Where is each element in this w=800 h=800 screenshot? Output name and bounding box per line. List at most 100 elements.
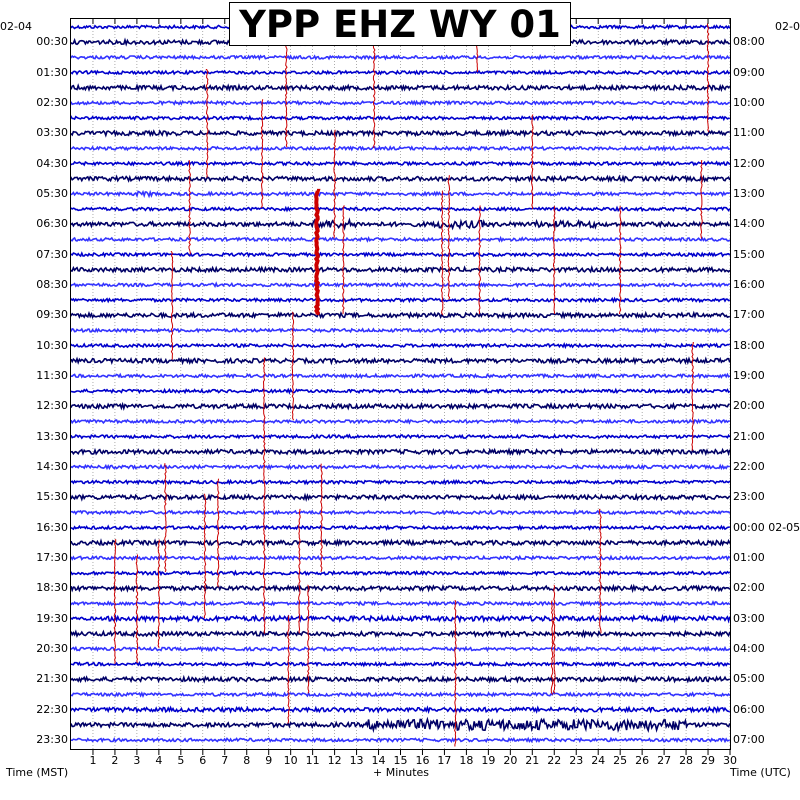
right-time-label: 19:00 (733, 368, 765, 382)
x-tick-label: 12 (327, 754, 342, 767)
trace-row-23 (70, 372, 731, 380)
trace-row-47 (70, 736, 730, 744)
x-tick-label: 16 (415, 754, 430, 767)
event-mark-24 (298, 508, 301, 634)
event-mark-13 (447, 175, 451, 300)
right-time-label: 18:00 (733, 338, 765, 352)
right-time-label: 23:00 (733, 490, 765, 504)
right-time-label: 00:00 02-05 (733, 520, 800, 534)
right-time-label: 14:00 (733, 217, 765, 231)
event-mark-11 (342, 205, 345, 315)
event-mark-5 (260, 99, 264, 208)
x-axis-label: + Minutes (373, 766, 430, 779)
event-mark-21 (164, 463, 167, 573)
trace-row-29 (70, 463, 730, 471)
left-time-label: 07:30 (36, 247, 68, 261)
x-tick-label: 19 (481, 754, 496, 767)
trace-row-5 (70, 99, 731, 107)
trace-row-2 (70, 54, 731, 61)
x-tick-label: 6 (199, 754, 207, 767)
trace-row-18 (70, 296, 731, 304)
left-time-label: 06:30 (36, 217, 68, 231)
event-mark-25 (320, 463, 323, 573)
left-time-label: 14:30 (36, 459, 68, 473)
right-time-label: 07:00 (733, 732, 765, 746)
right-time-label: 03:00 (733, 611, 765, 625)
left-time-label: 10:30 (36, 338, 68, 352)
trace-row-33 (70, 524, 730, 532)
event-mark-22 (203, 493, 207, 619)
right-time-label: 13:00 (733, 186, 765, 200)
event-mark-23 (216, 478, 220, 588)
trace-row-34 (70, 538, 731, 548)
left-time-label: 23:30 (36, 732, 68, 746)
right-time-label: 04:00 (733, 641, 765, 655)
left-axis-label: Time (MST) (6, 766, 69, 779)
event-mark-6 (333, 129, 336, 239)
x-tick-label: 23 (569, 754, 584, 767)
left-time-label: 09:30 (36, 308, 68, 322)
x-tick-label: 22 (547, 754, 562, 767)
event-mark-34 (550, 600, 554, 695)
left-time-label: 11:30 (36, 368, 68, 382)
trace-row-45 (70, 705, 730, 715)
plot-frame (70, 18, 731, 750)
left-time-label: 03:30 (36, 126, 68, 140)
x-tick-label: 20 (503, 754, 518, 767)
right-time-label: 20:00 (733, 399, 765, 413)
event-mark-12 (440, 190, 444, 316)
trace-row-35 (70, 554, 731, 562)
right-axis-label: Time (UTC) (730, 766, 791, 779)
chart-title: YPP EHZ WY 01 (239, 2, 561, 46)
x-tick-label: 9 (265, 754, 273, 767)
x-tick-label: 27 (657, 754, 672, 767)
x-tick-label: 25 (613, 754, 628, 767)
trace-row-24 (70, 387, 731, 395)
minute-grid (92, 19, 731, 749)
trace-row-19 (70, 310, 730, 320)
right-time-label: 10:00 (733, 95, 765, 109)
trace-row-42 (70, 660, 731, 668)
x-tick-label: 28 (679, 754, 694, 767)
trace-row-37 (70, 583, 731, 594)
trace-row-39 (70, 613, 731, 624)
x-tick-label: 29 (701, 754, 716, 767)
x-tick-label: 18 (459, 754, 474, 767)
left-time-label: 22:30 (36, 702, 68, 716)
event-mark-27 (135, 554, 139, 664)
title-box: YPP EHZ WY 01 (229, 2, 571, 46)
right-time-label: 17:00 (733, 308, 765, 322)
trace-row-11 (70, 189, 731, 199)
left-time-label: 04:30 (36, 156, 68, 170)
x-tick-label: 30 (723, 754, 737, 767)
event-marks (113, 23, 710, 747)
event-mark-33 (552, 584, 556, 694)
right-time-label: 11:00 (733, 126, 765, 140)
trace-row-20 (70, 327, 731, 334)
x-tick-label: 21 (525, 754, 540, 767)
trace-row-21 (70, 342, 731, 350)
left-time-label: 17:30 (36, 550, 68, 564)
right-time-label: 16:00 (733, 277, 765, 291)
right-time-label: 02:00 (733, 581, 765, 595)
x-tick-label: 5 (177, 754, 185, 767)
left-time-label: 08:30 (36, 277, 68, 291)
trace-rows (70, 23, 731, 744)
event-mark-15 (553, 205, 556, 315)
right-time-label: 01:00 (733, 550, 765, 564)
trace-row-26 (70, 418, 730, 425)
event-mark-31 (307, 584, 310, 694)
event-mark-19 (691, 342, 695, 451)
event-mark-30 (287, 615, 290, 724)
left-time-label: 00:30 (36, 35, 68, 49)
left-time-label: 19:30 (36, 611, 68, 625)
trace-row-10 (70, 174, 731, 184)
event-mark-14 (478, 205, 481, 315)
x-tick-label: 17 (437, 754, 452, 767)
right-time-label: 15:00 (733, 247, 765, 261)
left-time-label: 05:30 (36, 186, 68, 200)
left-time-label: 01:30 (36, 65, 68, 79)
event-mark-10 (313, 188, 321, 316)
trace-row-22 (70, 356, 731, 366)
